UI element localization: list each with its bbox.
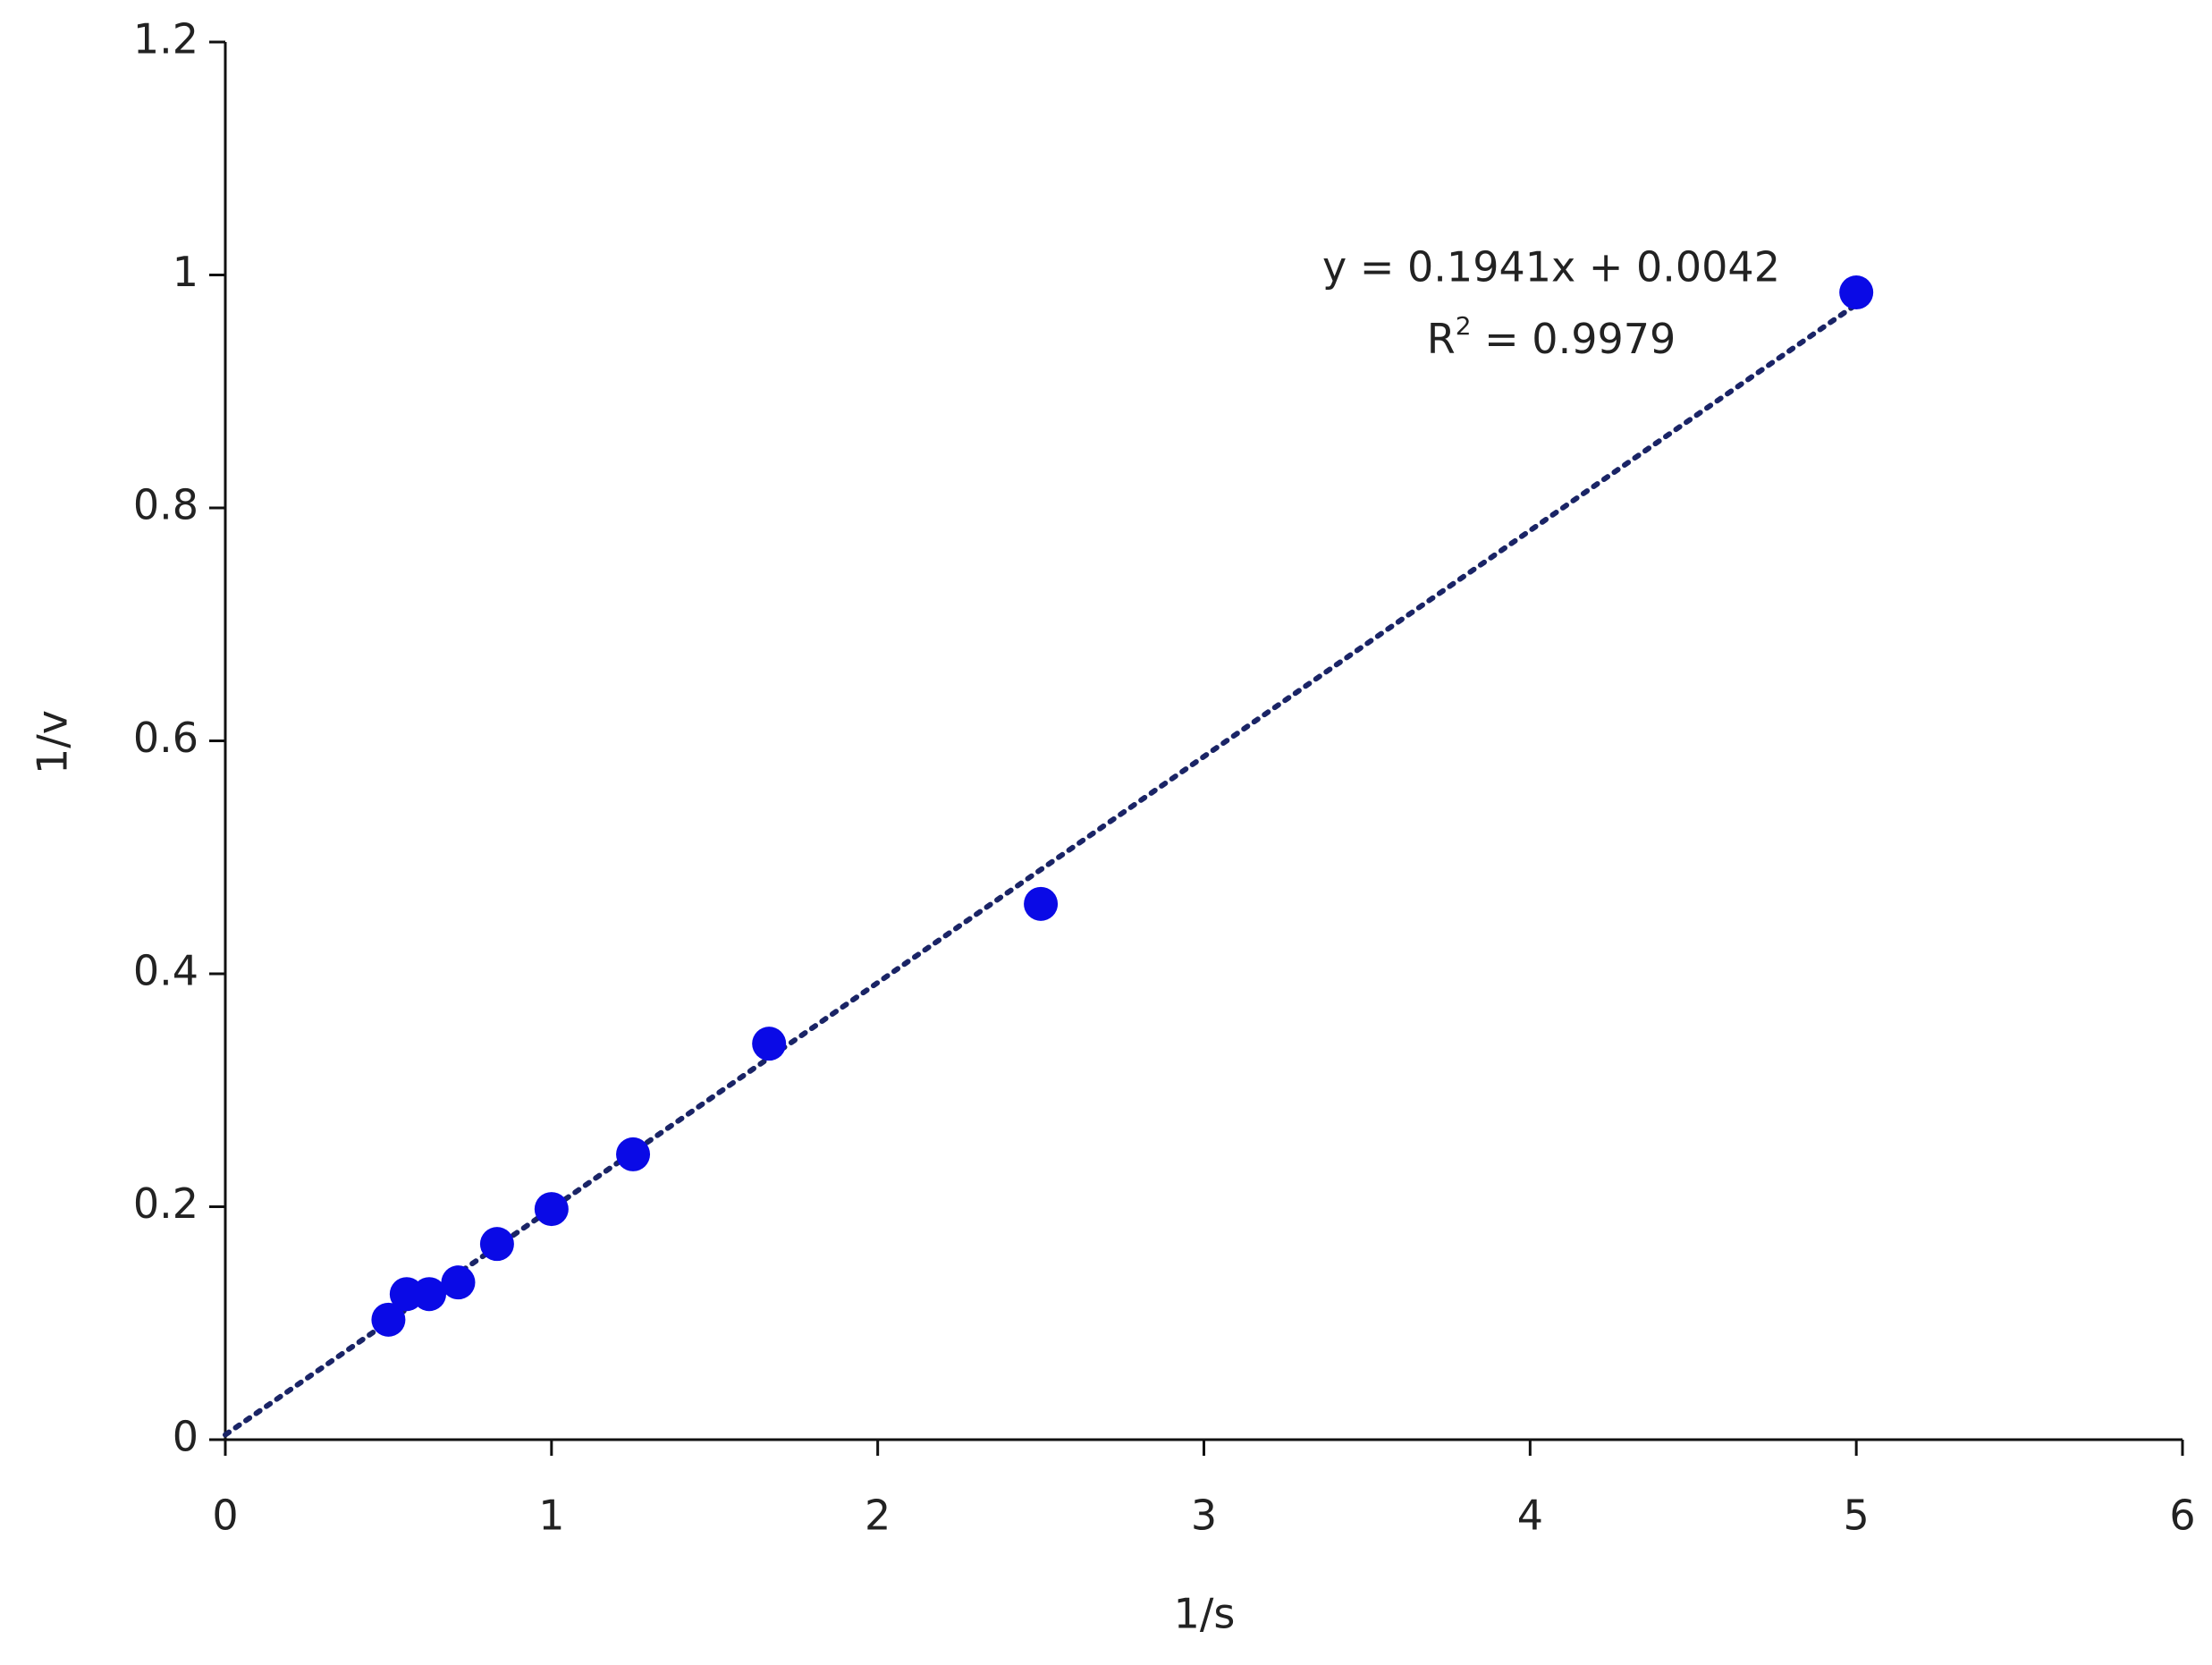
data-point <box>371 1302 406 1337</box>
y-tick-label: 0.2 <box>133 1179 198 1228</box>
data-point <box>1024 886 1059 921</box>
data-point <box>1839 275 1874 310</box>
r2-sup: 2 <box>1456 311 1472 341</box>
x-tick-label: 2 <box>865 1492 891 1540</box>
y-tick-label: 0.4 <box>133 947 198 995</box>
trendline <box>223 301 1860 1438</box>
x-axis-label: 1/s <box>1174 1590 1236 1638</box>
y-tick-label: 1.2 <box>133 15 198 63</box>
data-point <box>479 1227 514 1262</box>
data-point <box>441 1265 476 1300</box>
y-tick-label: 0 <box>173 1413 198 1461</box>
data-point <box>412 1277 447 1312</box>
y-tick-label: 1 <box>173 248 198 296</box>
r-squared: R2 = 0.9979 <box>1427 311 1676 363</box>
x-tick-label: 4 <box>1517 1492 1543 1540</box>
y-axis-label: 1/v <box>29 710 77 774</box>
y-tick-label: 0.8 <box>133 481 198 529</box>
x-tick-label: 1 <box>538 1492 564 1540</box>
x-tick-label: 3 <box>1191 1492 1217 1540</box>
x-tick-label: 6 <box>2169 1492 2195 1540</box>
r2-rest: = 0.9979 <box>1472 315 1676 363</box>
data-point <box>752 1027 787 1061</box>
equation: y = 0.1941x + 0.0042 <box>1322 243 1780 292</box>
x-tick-label: 5 <box>1844 1492 1870 1540</box>
y-tick-label: 0.6 <box>133 714 198 762</box>
x-tick-label: 0 <box>212 1492 238 1540</box>
data-point <box>534 1192 569 1227</box>
data-point <box>616 1137 651 1171</box>
r2-base: R <box>1427 315 1456 363</box>
